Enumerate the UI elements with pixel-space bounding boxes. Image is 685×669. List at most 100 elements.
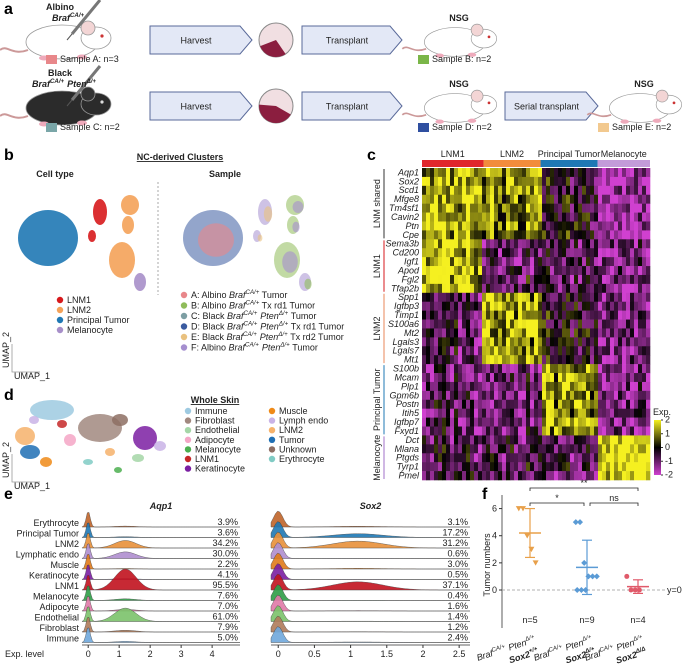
heatmap-cell [426, 212, 431, 222]
heatmap-cell [482, 203, 487, 213]
heatmap-cell [590, 444, 595, 454]
heatmap-cell [474, 230, 479, 240]
heatmap-cell [638, 328, 643, 338]
heatmap-cell [610, 168, 615, 178]
heatmap-cell [622, 301, 627, 311]
heatmap-cell [614, 444, 619, 454]
mouse-eye [487, 35, 491, 39]
heatmap-cell [422, 185, 427, 196]
heatmap-cell [530, 301, 535, 311]
heatmap-cell [550, 346, 555, 356]
heatmap-cell [602, 426, 607, 436]
heatmap-cell [562, 435, 567, 445]
heatmap-cell [638, 426, 643, 436]
heatmap-cell [522, 257, 527, 267]
heatmap-cell [530, 408, 535, 418]
heatmap-cell [594, 221, 599, 231]
heatmap-cell [586, 168, 591, 178]
heatmap-cell [474, 417, 479, 427]
heatmap-cell [478, 194, 483, 204]
heatmap-cell [498, 373, 503, 383]
heatmap-cell [442, 176, 447, 187]
heatmap-cell [578, 346, 583, 356]
heatmap-cell [462, 364, 467, 374]
heatmap-cell [438, 230, 443, 240]
heatmap-cell [478, 435, 483, 445]
heatmap-cell [606, 176, 611, 187]
heatmap-cell [542, 417, 547, 427]
ridge [270, 605, 470, 622]
heatmap-cell [466, 408, 471, 418]
heatmap-cell [434, 337, 439, 347]
ridge [270, 626, 470, 643]
heatmap-cell [614, 230, 619, 240]
heatmap-cell [598, 257, 603, 267]
heatmap-cell [630, 408, 635, 418]
heatmap-cell [454, 346, 459, 356]
heatmap-cell [638, 203, 643, 213]
heatmap-cell [558, 203, 563, 213]
heatmap-cell [466, 346, 471, 356]
heatmap-cell [510, 399, 515, 409]
heatmap-cell [566, 194, 571, 204]
row-label: Muscle [50, 560, 79, 570]
heatmap-cell [618, 337, 623, 347]
sample-swatch [598, 123, 609, 132]
heatmap-cell [490, 239, 495, 249]
heatmap-cell [442, 426, 447, 436]
heatmap-cell [462, 194, 467, 204]
heatmap-cell [498, 355, 503, 365]
heatmap-cell [422, 373, 427, 383]
heatmap-cell [434, 221, 439, 231]
scale-tick-label: -1 [665, 456, 673, 466]
heatmap-cell [450, 230, 455, 240]
heatmap-cell [582, 168, 587, 178]
heatmap-cell [598, 399, 603, 409]
heatmap-cell [554, 301, 559, 311]
heatmap-cell [462, 390, 467, 401]
text-part: CA/+ [50, 78, 65, 85]
heatmap-cell [518, 230, 523, 240]
heatmap-cell [430, 381, 435, 392]
heatmap-cell [606, 221, 611, 231]
heatmap-cell [602, 283, 607, 294]
heatmap-cell [514, 168, 519, 178]
syringe-needle [66, 99, 73, 107]
ridge [81, 568, 240, 591]
heatmap-cell [482, 355, 487, 365]
heatmap-cell [570, 292, 575, 303]
text-part: CA/+ [548, 643, 564, 654]
heatmap-cell [462, 257, 467, 267]
heatmap-cell [526, 301, 531, 311]
heatmap-cell [446, 274, 451, 285]
percent-label: 95.5% [212, 580, 238, 590]
heatmap-cell [638, 381, 643, 392]
heatmap-cell [506, 230, 511, 240]
heatmap-cell [506, 435, 511, 445]
heatmap-cell [498, 408, 503, 418]
heatmap-cell [494, 355, 499, 365]
heatmap-cell [442, 257, 447, 267]
heatmap-cell [606, 390, 611, 401]
heatmap-cell [474, 355, 479, 365]
heatmap-cell [430, 257, 435, 267]
heatmap-cell [642, 248, 647, 258]
heatmap-cell [606, 328, 611, 338]
heatmap-cell [554, 355, 559, 365]
cluster-bar [422, 160, 484, 167]
heatmap-cell [450, 221, 455, 231]
heatmap-cell [634, 168, 639, 178]
heatmap-cell [446, 319, 451, 329]
panel-label: d [4, 387, 14, 404]
heatmap-cell [610, 435, 615, 445]
heatmap-cell [502, 239, 507, 249]
heatmap-cell [430, 168, 435, 178]
heatmap-cell [538, 176, 543, 187]
heatmap-cell [550, 444, 555, 454]
heatmap-cell [470, 230, 475, 240]
heatmap-cell [510, 230, 515, 240]
heatmap-cell [490, 381, 495, 392]
heatmap-cell [446, 373, 451, 383]
heatmap-cell [602, 444, 607, 454]
